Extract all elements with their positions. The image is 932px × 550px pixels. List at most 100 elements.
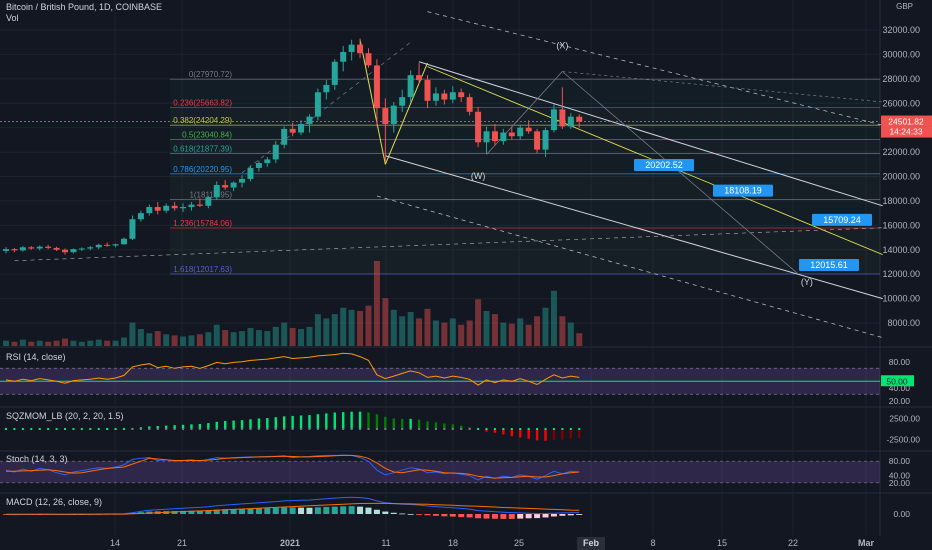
target-price-box[interactable] [812,213,872,226]
candle-body[interactable] [542,130,549,150]
candle-body[interactable] [348,44,355,52]
macd-signal-line[interactable] [6,502,580,515]
candle-body[interactable] [112,244,119,246]
stoch-title[interactable]: Stoch (14, 3, 3) [6,454,68,464]
candle-body[interactable] [45,246,52,248]
time-tick-label: Mar [858,538,875,548]
candle-body[interactable] [382,108,389,125]
candle-body[interactable] [239,178,246,183]
candle-body[interactable] [466,97,473,112]
candle-body[interactable] [28,247,35,249]
price-axis[interactable]: 32000.0030000.0028000.0026000.0024000.00… [881,2,932,519]
candle-body[interactable] [53,247,60,250]
candle-body[interactable] [70,249,77,253]
candle-body[interactable] [373,65,380,109]
sqzmom-title[interactable]: SQZMOM_LB (20, 2, 20, 1.5) [6,411,124,421]
target-price-box[interactable] [799,258,859,271]
candle-body[interactable] [314,92,321,117]
candle-body[interactable] [357,44,364,54]
candle-body[interactable] [500,132,507,142]
candle-body[interactable] [247,167,254,179]
price-pane[interactable]: 0(27970.72) 0.236(25663.82) 0.382(24204.29… [0,11,883,346]
candle-body[interactable] [576,116,583,122]
candle-body[interactable] [78,248,85,250]
candle-body[interactable] [483,131,490,143]
candle-body[interactable] [87,247,94,249]
candle-body[interactable] [508,132,515,137]
candle-body[interactable] [491,131,498,142]
stoch-pane[interactable] [0,454,880,484]
candle-body[interactable] [323,84,330,93]
price-tick-label: 30000.00 [882,49,920,59]
candle-body[interactable] [458,92,465,98]
candle-body[interactable] [205,197,212,206]
rsi-title[interactable]: RSI (14, close) [6,352,66,362]
candle-body[interactable] [550,109,557,131]
candle-body[interactable] [222,185,229,188]
candle-body[interactable] [95,244,102,248]
candle-body[interactable] [154,207,161,211]
volume-bar [213,324,220,346]
candle-body[interactable] [525,127,532,132]
rsi-pane[interactable] [0,352,880,395]
candle-body[interactable] [3,249,9,251]
candle-body[interactable] [340,51,347,62]
macd-histogram-bar [483,514,490,519]
candle-body[interactable] [432,93,439,101]
candle-body[interactable] [129,219,136,239]
candle-body[interactable] [163,205,170,211]
rsi-line[interactable] [5,352,580,386]
currency-label[interactable]: GBP [896,2,913,11]
rsi-value-label: 50.00 [886,376,908,386]
candle-body[interactable] [517,127,524,137]
candle-body[interactable] [264,159,271,164]
candle-body[interactable] [137,213,144,220]
candle-body[interactable] [567,116,574,127]
candle-body[interactable] [390,105,397,125]
candle-body[interactable] [104,244,111,246]
candle-body[interactable] [441,93,448,100]
candle-body[interactable] [289,128,296,133]
target-price-box[interactable] [713,184,773,197]
candle-body[interactable] [213,185,220,198]
candle-body[interactable] [449,92,456,100]
candle-body[interactable] [416,75,423,81]
candle-body[interactable] [180,207,187,209]
candle-body[interactable] [255,163,262,168]
candle-body[interactable] [298,124,305,133]
candle-body[interactable] [424,80,431,101]
sqzmom-pane[interactable] [4,411,581,441]
candle-body[interactable] [11,249,18,251]
candle-body[interactable] [306,116,313,125]
candle-body[interactable] [230,182,237,188]
candle-body[interactable] [534,131,541,150]
volume-bar [230,332,237,346]
candle-body[interactable] [171,205,178,209]
candle-body[interactable] [407,75,414,98]
candle-body[interactable] [19,247,26,251]
candle-body[interactable] [121,238,128,245]
candle-body[interactable] [62,249,69,253]
symbol-title[interactable]: Bitcoin / British Pound, 1D, COINBASE [6,2,163,12]
candle-body[interactable] [272,144,279,160]
candle-body[interactable] [475,111,482,143]
candle-body[interactable] [146,207,153,214]
candle-body[interactable] [36,246,43,249]
macd-histogram-bar [348,506,355,514]
candle-body[interactable] [331,61,338,85]
candle-body[interactable] [281,128,288,145]
candle-body[interactable] [188,204,195,208]
macd-pane[interactable] [3,496,583,519]
candle-body[interactable] [559,109,566,127]
macd-title[interactable]: MACD (12, 26, close, 9) [6,497,103,507]
candle-body[interactable] [399,97,406,106]
time-axis[interactable]: 14212021111825Feb81522MarFeb [110,537,875,550]
stoch-d-line[interactable] [6,454,580,479]
volume-bar [11,341,18,346]
candle-body[interactable] [196,204,203,206]
squeeze-dot [241,428,244,430]
target-price-box[interactable] [634,159,694,172]
candle-body[interactable] [365,53,372,66]
volume-bar [567,322,574,346]
